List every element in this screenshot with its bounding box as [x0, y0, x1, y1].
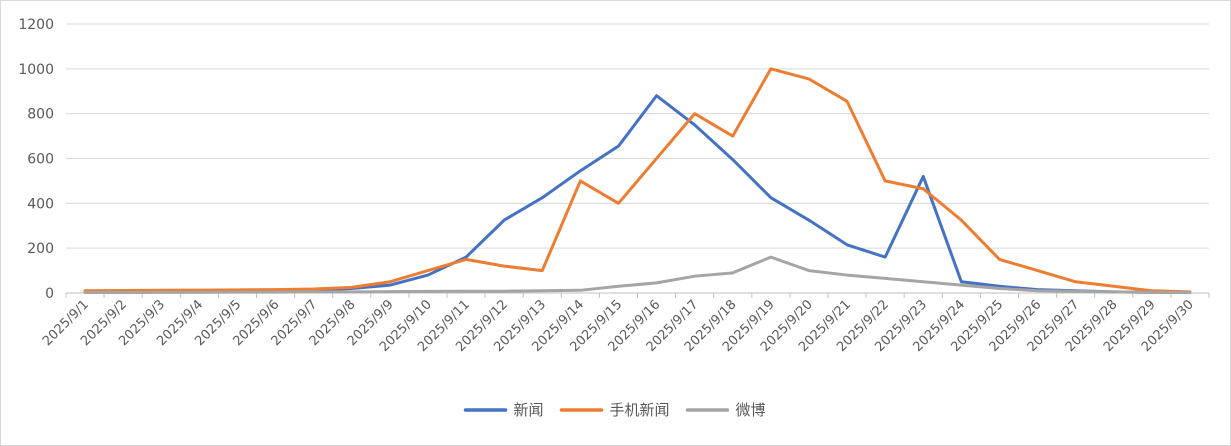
- y-tick-label: 200: [27, 241, 54, 257]
- legend-label-2: 手机新闻: [610, 401, 670, 419]
- y-tick-label: 600: [27, 152, 54, 168]
- legend-label-3: 微博: [736, 401, 766, 419]
- x-axis: 2025/9/12025/9/22025/9/32025/9/42025/9/5…: [40, 293, 1210, 355]
- y-tick-label: 0: [45, 286, 54, 302]
- y-tick-label: 800: [27, 107, 54, 123]
- y-axis: 0 200 400 600 800 1000 1200: [18, 17, 54, 302]
- y-tick-label: 1000: [18, 62, 54, 78]
- series-line-2: [83, 67, 1192, 294]
- legend-label-1: 新闻: [514, 401, 544, 419]
- series-layer: [83, 67, 1192, 295]
- grid-layer: [66, 23, 1209, 294]
- y-tick-label: 400: [27, 196, 54, 212]
- series-line-3: [83, 255, 1192, 295]
- legend: 新闻 手机新闻 微博: [463, 401, 766, 419]
- y-tick-label: 1200: [18, 17, 54, 33]
- series-line-1: [83, 94, 1192, 295]
